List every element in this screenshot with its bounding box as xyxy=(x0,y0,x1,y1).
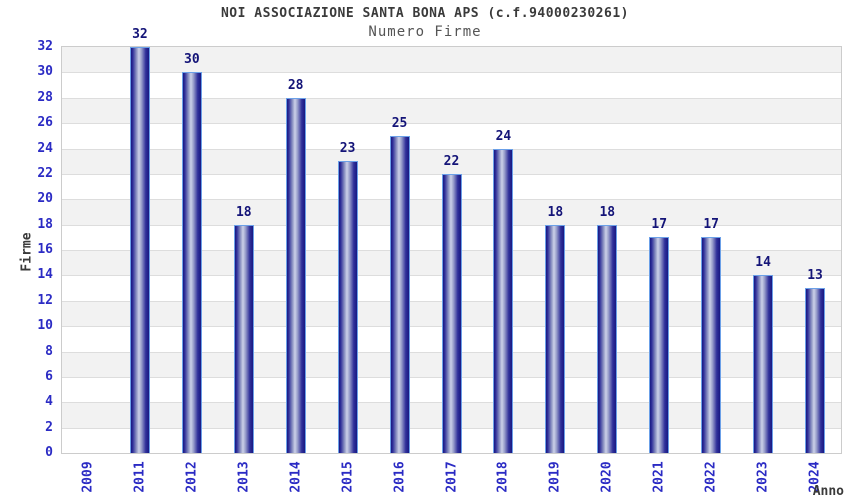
y-tick-label-24: 24 xyxy=(37,140,53,156)
x-tick-label-2011: 2011 xyxy=(132,461,148,493)
gridline xyxy=(62,97,841,99)
bar-2020 xyxy=(597,224,618,453)
x-tick-label-2019: 2019 xyxy=(547,461,563,493)
y-tick-label-16: 16 xyxy=(37,242,53,257)
x-tick-label-2014: 2014 xyxy=(288,461,304,493)
bar-value-label-2012: 30 xyxy=(184,52,200,68)
x-tick-label-2012: 2012 xyxy=(184,461,200,493)
plot-band xyxy=(62,72,841,98)
x-axis-title: Anno xyxy=(812,484,844,499)
y-tick-label-6: 6 xyxy=(45,368,53,384)
y-tick-label-18: 18 xyxy=(37,216,53,232)
plot-band xyxy=(62,123,841,149)
x-tick-label-2021: 2021 xyxy=(651,461,667,493)
y-tick-label-8: 8 xyxy=(45,343,53,359)
y-tick-label-22: 22 xyxy=(37,165,53,181)
x-tick-label-2009: 2009 xyxy=(80,461,96,493)
bar-2017 xyxy=(441,173,462,453)
gridline xyxy=(62,148,841,150)
gridline xyxy=(62,72,841,74)
bar-2024 xyxy=(805,288,826,453)
x-tick-label-2015: 2015 xyxy=(340,461,356,493)
bar-value-label-2021: 17 xyxy=(651,217,668,233)
y-tick-label-14: 14 xyxy=(37,267,53,283)
bar-value-label-2014: 28 xyxy=(287,77,304,93)
bar-2022 xyxy=(701,237,722,453)
bar-2012 xyxy=(181,72,202,453)
plot-band xyxy=(62,97,841,124)
bar-value-label-2013: 18 xyxy=(235,204,252,220)
x-tick-label-2018: 2018 xyxy=(495,461,511,493)
bar-2023 xyxy=(753,275,774,453)
y-tick-label-4: 4 xyxy=(45,394,53,410)
bar-value-label-2015: 23 xyxy=(339,141,356,157)
x-tick-label-2022: 2022 xyxy=(703,461,719,493)
y-tick-label-20: 20 xyxy=(37,191,53,207)
x-tick-label-2016: 2016 xyxy=(392,461,408,493)
bar-value-label-2024: 13 xyxy=(807,268,823,284)
bar-value-label-2019: 18 xyxy=(547,204,564,220)
y-tick-label-0: 0 xyxy=(45,445,53,460)
plot-area: 32 30 18 28 23 25 22 24 18 18 17 17 14 13 xyxy=(61,27,842,454)
y-tick-label-26: 26 xyxy=(37,115,53,131)
bar-value-label-2017: 22 xyxy=(443,153,460,169)
bar-2013 xyxy=(233,224,254,453)
bar-value-label-2020: 18 xyxy=(599,204,616,220)
y-tick-label-32: 32 xyxy=(37,39,53,54)
bar-value-label-2018: 24 xyxy=(495,128,512,144)
chart-subtitle: Numero Firme xyxy=(368,24,482,40)
x-tick-label-2017: 2017 xyxy=(444,461,459,493)
bar-value-label-2011: 32 xyxy=(132,27,148,42)
gridline xyxy=(62,123,841,125)
bar-2018 xyxy=(493,148,514,453)
bar-2016 xyxy=(389,135,410,453)
bar-2015 xyxy=(337,161,358,453)
bar-value-label-2023: 14 xyxy=(755,255,771,271)
bar-2011 xyxy=(129,47,150,453)
y-tick-label-2: 2 xyxy=(45,419,53,435)
y-tick-label-28: 28 xyxy=(37,89,53,105)
x-tick-label-2020: 2020 xyxy=(599,461,615,493)
x-tick-label-2023: 2023 xyxy=(755,461,771,493)
bar-2019 xyxy=(545,224,566,453)
y-tick-label-30: 30 xyxy=(37,64,53,80)
bar-value-label-2022: 17 xyxy=(703,217,719,233)
y-tick-label-10: 10 xyxy=(37,318,53,334)
y-tick-label-12: 12 xyxy=(37,292,53,308)
plot-band xyxy=(62,47,841,73)
x-tick-label-2013: 2013 xyxy=(236,461,252,493)
chart-title: NOI ASSOCIAZIONE SANTA BONA APS (c.f.940… xyxy=(220,6,629,21)
bar-2021 xyxy=(649,237,670,453)
bar-2014 xyxy=(285,97,306,453)
bar-value-label-2016: 25 xyxy=(391,115,408,131)
